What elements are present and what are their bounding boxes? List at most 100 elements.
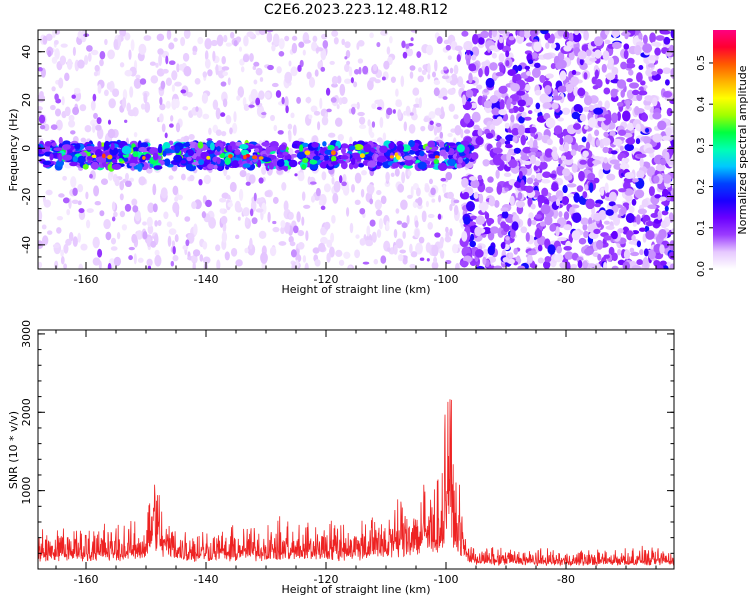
spectrogram-cell xyxy=(335,249,343,258)
spectrogram-cell xyxy=(157,219,162,227)
spectrogram-cell xyxy=(410,251,418,258)
spectrogram-cell xyxy=(59,55,67,66)
spectrogram-cell xyxy=(409,71,414,79)
spectrogram-cell xyxy=(175,122,181,133)
spectrogram-cell xyxy=(369,198,374,205)
spectrogram-cell xyxy=(587,263,596,268)
spectrogram-cell xyxy=(80,243,88,251)
spectrogram-cell xyxy=(573,86,579,97)
spectrogram-cell xyxy=(585,141,591,150)
spectrogram-cell xyxy=(618,129,627,136)
spectrogram-cell xyxy=(620,89,625,98)
spectrogram-cell xyxy=(202,241,208,250)
spectrogram-cell xyxy=(570,264,578,269)
spectrogram-cell xyxy=(344,63,350,73)
snr-x-tick-label: -80 xyxy=(557,573,575,586)
spectrogram-cell xyxy=(651,70,658,76)
spectrogram-cell xyxy=(505,238,511,246)
spectrogram-cell xyxy=(447,132,453,138)
spectrogram-cell xyxy=(524,65,531,70)
spectrogram-cell xyxy=(448,35,453,46)
spectrogram-cell xyxy=(297,241,305,250)
spectrogram-cell xyxy=(495,72,504,77)
spectrogram-cell xyxy=(427,73,431,80)
spectrogram-cell xyxy=(79,104,87,112)
spectrogram-cell xyxy=(386,247,391,252)
spectrogram-cell xyxy=(214,151,221,156)
spectrogram-cell xyxy=(635,214,641,225)
spectrogram-cell xyxy=(592,155,602,161)
spectrogram-cell xyxy=(544,148,554,158)
spectrogram-cell xyxy=(644,105,652,110)
spectrogram-cell xyxy=(508,258,515,265)
spectrogram-cell xyxy=(129,177,135,183)
spectrogram-cell xyxy=(331,214,336,224)
spectrogram-cell xyxy=(459,260,469,267)
spectrogram-cell xyxy=(566,41,574,47)
spectrogram-cell xyxy=(611,252,618,262)
spectrogram-cell xyxy=(593,212,602,222)
colorbar-tick-label: 0.4 xyxy=(696,96,707,112)
spectrogram-cell xyxy=(603,220,610,225)
spectrogram-cell xyxy=(376,106,382,111)
spectrogram-cell xyxy=(114,177,120,187)
spectrogram-cell xyxy=(532,139,538,149)
spectrogram-cell xyxy=(183,66,192,77)
spectrogram-cell xyxy=(320,48,327,61)
spectrogram-cell xyxy=(285,105,289,114)
spectrogram-cell xyxy=(235,259,243,267)
spectrogram-cell xyxy=(244,216,249,226)
spectrogram-cell xyxy=(258,90,265,100)
spectrogram-cell xyxy=(280,220,286,228)
spectrogram-cell xyxy=(171,102,175,108)
spectrogram-cell xyxy=(45,189,53,196)
snr-series-line xyxy=(38,399,674,567)
spectrogram-cell xyxy=(528,212,534,220)
spectrogram-cell xyxy=(239,143,249,150)
spectrogram-cell xyxy=(264,91,271,99)
spectrogram-cell xyxy=(527,217,532,227)
spectrogram-cell xyxy=(581,136,587,143)
spectrogram-cell xyxy=(622,261,631,269)
spectrogram-cell xyxy=(418,67,422,73)
spectrogram-cell xyxy=(140,142,149,148)
spectrogram-cell xyxy=(427,62,431,75)
spectrogram-cell xyxy=(433,151,441,157)
spectrogram-cell xyxy=(539,74,546,83)
spectrogram-cell xyxy=(204,58,211,69)
spectrogram-cell xyxy=(113,38,119,50)
spectrogram-cell xyxy=(592,85,599,90)
spectrogram-cell xyxy=(204,50,209,61)
spectrogram-cell xyxy=(421,210,427,223)
spectrogram-cell xyxy=(380,195,387,205)
spectrogram-cell xyxy=(505,50,510,58)
spectrogram-cell xyxy=(62,175,68,181)
spectrogram-cell xyxy=(258,177,264,184)
spectrogram-cell xyxy=(72,187,78,197)
spectrogram-cell xyxy=(415,97,420,104)
spectrogram-cell xyxy=(597,253,602,261)
spectrogram-cell xyxy=(51,142,57,147)
spectrogram-cell xyxy=(233,39,238,47)
spectrogram-cell xyxy=(272,196,279,204)
spectrogram-cell xyxy=(456,54,461,63)
spectrogram-cell xyxy=(529,154,537,165)
spectrogram-cell xyxy=(146,258,153,267)
spectrogram-cell xyxy=(424,184,430,193)
spectrogram-cell xyxy=(77,155,86,164)
spectrogram-cell xyxy=(380,255,387,264)
spectrogram-cell xyxy=(605,209,614,216)
spectrogram-cell xyxy=(639,227,646,232)
spectrogram-cell xyxy=(496,184,503,195)
spectrogram-cell xyxy=(266,30,274,33)
spectrogram-cell xyxy=(165,77,172,87)
spectrogram-cell xyxy=(577,87,586,97)
spectrogram-cell xyxy=(165,100,171,109)
spectrogram-cell xyxy=(390,172,395,177)
spectrogram-cell xyxy=(664,79,670,86)
spectrogram-cell xyxy=(376,190,382,196)
spectrogram-cell xyxy=(325,87,331,96)
spectrogram-cell xyxy=(213,164,218,170)
spectrogram-cell xyxy=(526,254,533,264)
spectrogram-cell xyxy=(156,33,165,42)
